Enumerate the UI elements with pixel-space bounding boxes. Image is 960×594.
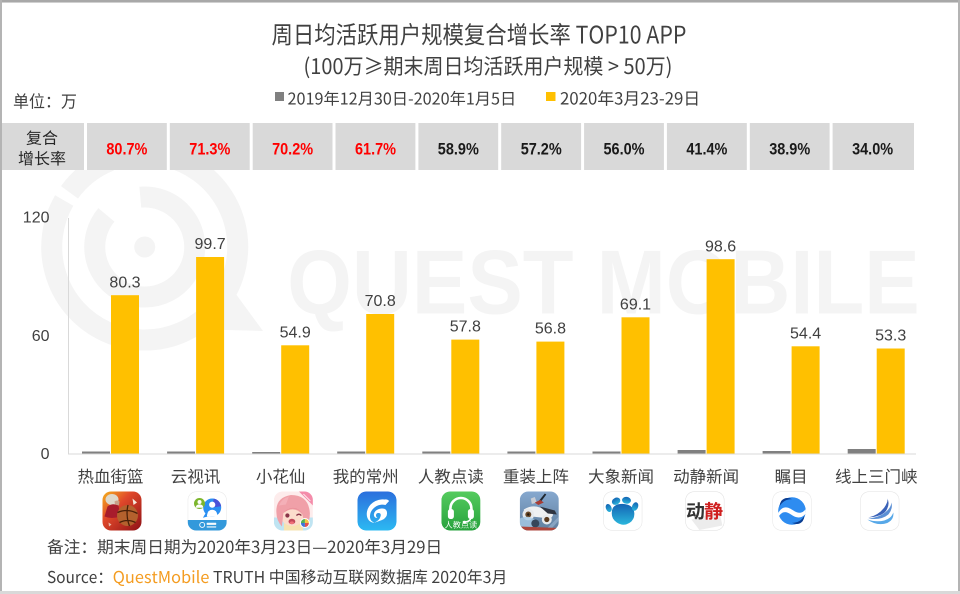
svg-text:61.7%: 61.7% bbox=[355, 140, 396, 159]
svg-text:53.3: 53.3 bbox=[875, 328, 906, 345]
svg-text:41.4%: 41.4% bbox=[686, 140, 727, 159]
svg-text:57.2%: 57.2% bbox=[521, 140, 562, 159]
svg-text:71.3%: 71.3% bbox=[189, 140, 230, 159]
svg-text:58.9%: 58.9% bbox=[438, 140, 479, 159]
svg-text:70.2%: 70.2% bbox=[272, 140, 313, 159]
svg-text:56.0%: 56.0% bbox=[604, 140, 645, 159]
svg-text:34.0%: 34.0% bbox=[852, 140, 893, 159]
svg-text:70.8: 70.8 bbox=[365, 293, 396, 310]
svg-text:60: 60 bbox=[32, 328, 50, 345]
svg-text:80.3: 80.3 bbox=[109, 274, 140, 291]
svg-text:56.8: 56.8 bbox=[535, 321, 566, 338]
svg-text:54.9: 54.9 bbox=[280, 324, 311, 341]
svg-text:38.9%: 38.9% bbox=[769, 140, 810, 159]
svg-text:57.8: 57.8 bbox=[450, 319, 481, 336]
svg-text:0: 0 bbox=[41, 446, 50, 463]
svg-text:54.4: 54.4 bbox=[790, 325, 821, 342]
svg-text:80.7%: 80.7% bbox=[106, 140, 147, 159]
svg-text:99.7: 99.7 bbox=[195, 236, 226, 253]
svg-text:120: 120 bbox=[23, 210, 50, 227]
svg-text:69.1: 69.1 bbox=[620, 296, 651, 313]
svg-text:98.6: 98.6 bbox=[705, 238, 736, 255]
